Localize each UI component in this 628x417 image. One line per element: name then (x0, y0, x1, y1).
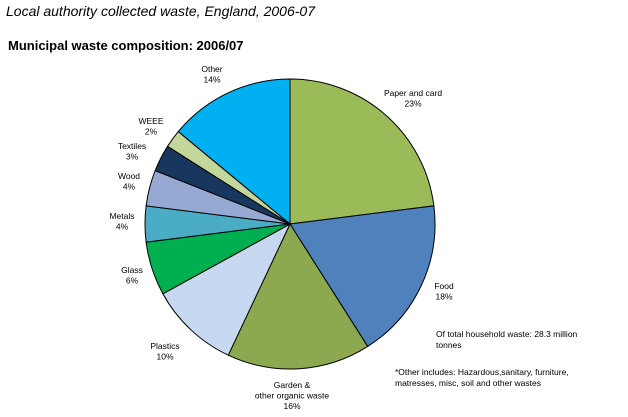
pie-slice-garden (227, 222, 369, 370)
pie-slice-paper-and-card (289, 78, 435, 225)
pie-slice-other (177, 78, 291, 226)
slice-label-textiles: Textiles 3% (118, 141, 146, 162)
slice-label-food: Food 18% (434, 281, 454, 302)
pie-slice-plastics (162, 222, 292, 356)
slice-label-wood: Wood 4% (118, 171, 140, 192)
page-heading: Local authority collected waste, England… (6, 3, 315, 19)
slice-label-plastics: Plastics 10% (150, 341, 179, 362)
slice-label-weee: WEEE 2% (138, 116, 163, 137)
slice-label-garden: Garden & other organic waste 16% (255, 380, 329, 411)
pie-slice-food (289, 205, 436, 348)
slice-label-other: Other 14% (201, 64, 222, 85)
slice-label-metals: Metals 4% (109, 211, 134, 232)
other-includes-note: *Other includes: Hazardous,sanitary, fur… (395, 367, 569, 388)
total-household-waste-note: Of total household waste: 28.3 million t… (436, 329, 578, 350)
slice-label-glass: Glass 6% (121, 265, 143, 286)
chart-title: Municipal waste composition: 2006/07 (8, 38, 244, 53)
slice-label-paper-and-card: Paper and card 23% (384, 88, 442, 109)
